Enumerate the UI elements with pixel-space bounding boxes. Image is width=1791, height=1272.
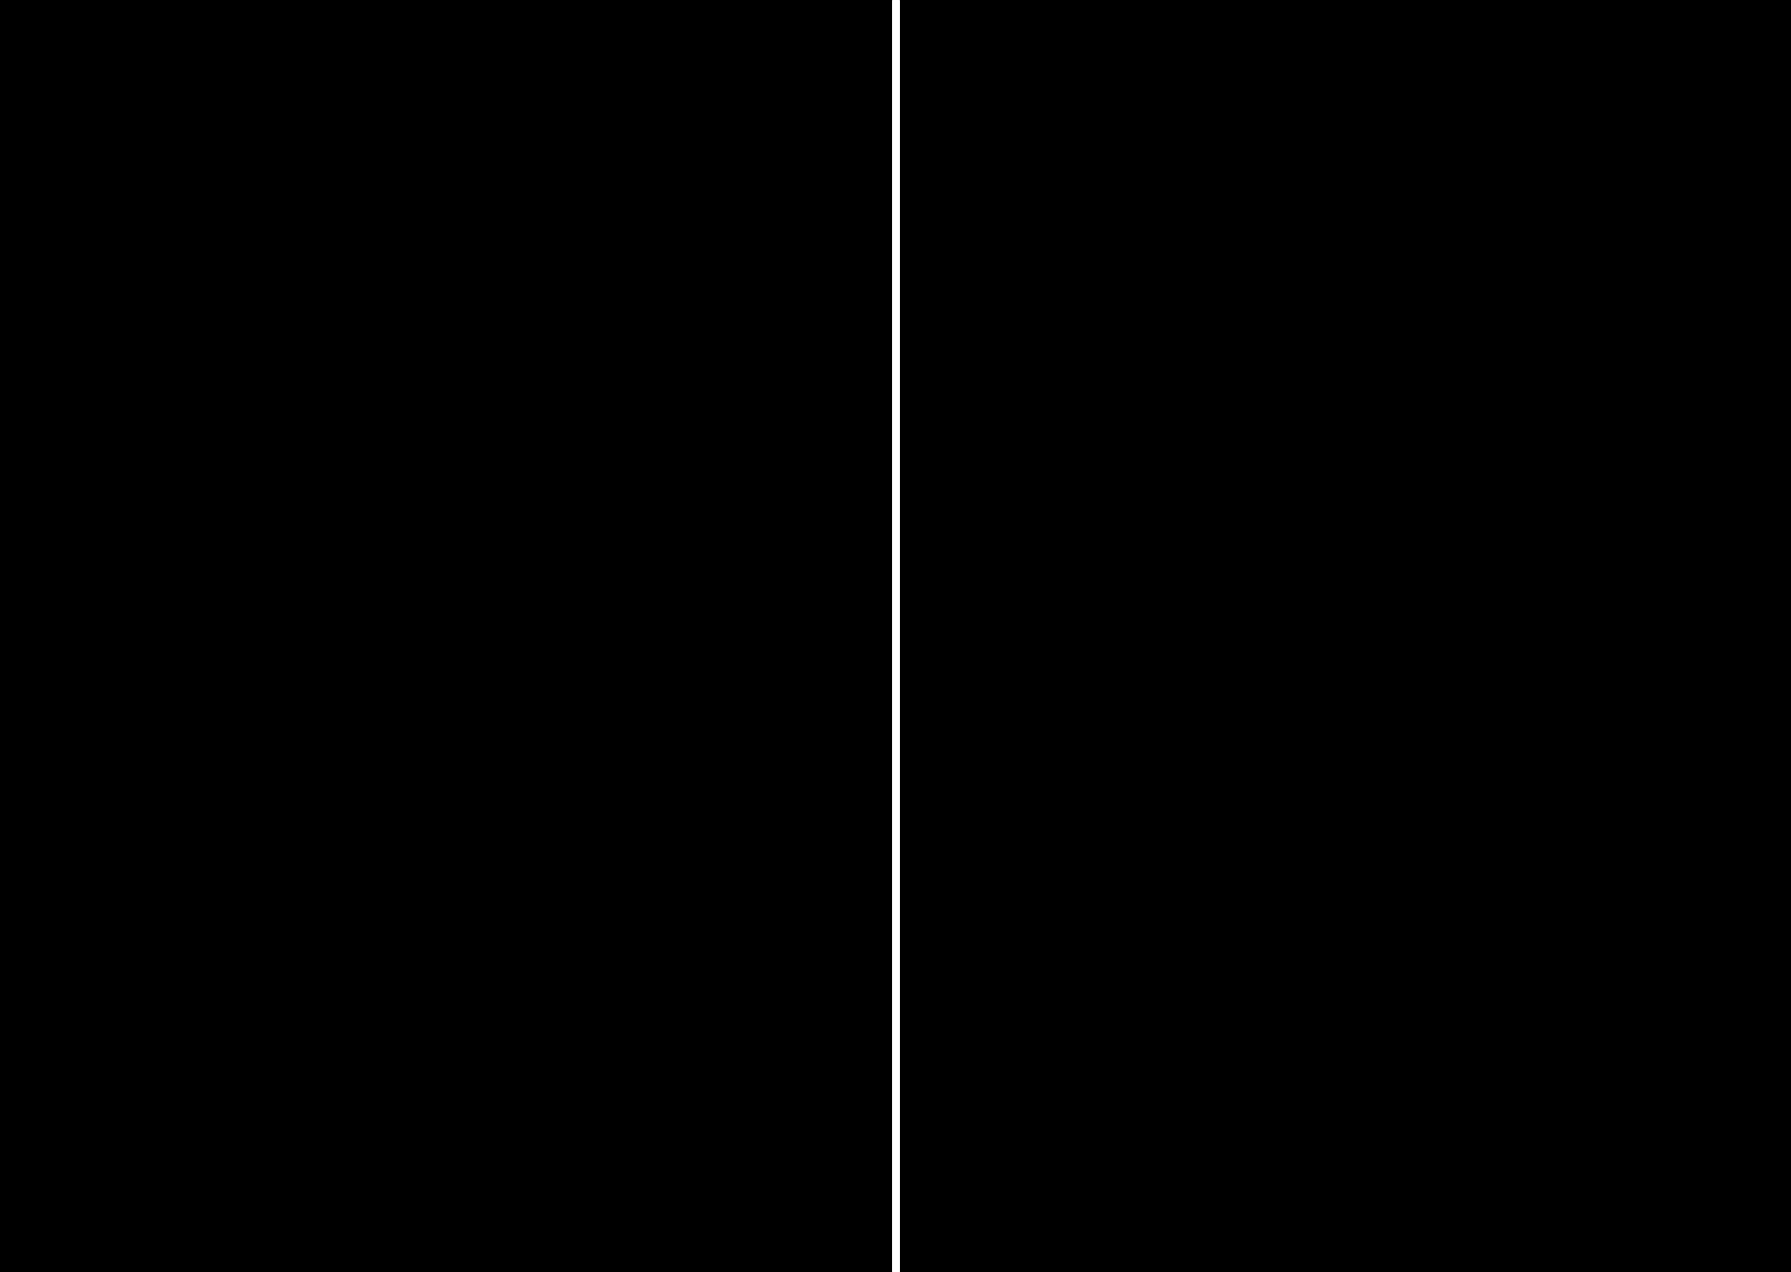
Text: b: b — [926, 38, 974, 104]
Text: b: b — [27, 38, 75, 104]
